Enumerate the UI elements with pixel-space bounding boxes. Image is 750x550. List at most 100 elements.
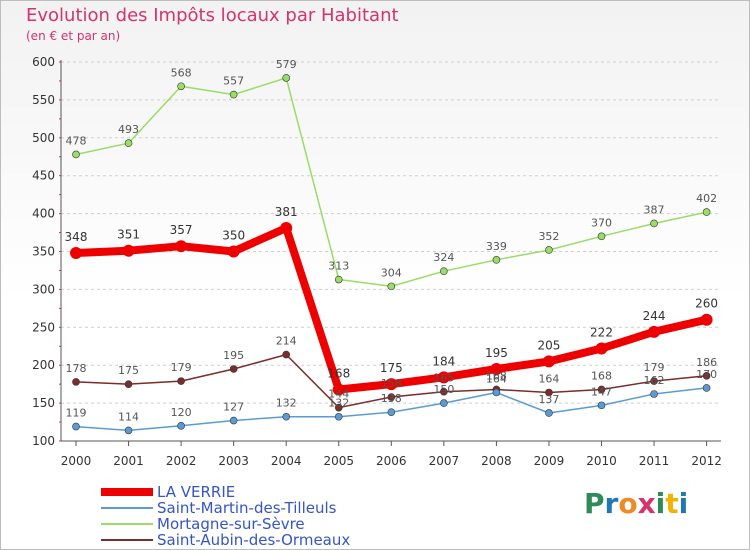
y-tick-label: 100 [32, 434, 55, 448]
data-point [650, 377, 658, 385]
x-tick-label: 2012 [691, 454, 722, 468]
y-tick-label: 500 [32, 131, 55, 145]
data-label: 164 [538, 372, 559, 385]
data-label: 304 [381, 266, 402, 279]
x-tick-label: 2008 [481, 454, 512, 468]
data-point [545, 246, 553, 254]
logo-letter: i [655, 487, 666, 520]
data-label: 478 [66, 134, 87, 147]
data-label: 164 [486, 372, 507, 385]
data-point [702, 384, 711, 392]
data-point [387, 282, 396, 291]
legend: LA VERRIE Saint-Martin-des-Tilleuls Mort… [101, 483, 351, 549]
data-label: 178 [66, 362, 87, 375]
x-tick-label: 2004 [271, 454, 302, 468]
data-point [72, 150, 80, 159]
y-tick-label: 400 [32, 207, 55, 221]
data-point [492, 388, 501, 397]
data-point [440, 267, 448, 276]
data-point [545, 409, 553, 417]
brand-logo: Proxiti [584, 487, 688, 520]
data-point [385, 378, 398, 391]
legend-item-saint-martin-des-tilleuls: Saint-Martin-des-Tilleuls [101, 499, 350, 517]
x-tick-label: 2006 [376, 454, 407, 468]
data-label: 175 [380, 361, 403, 375]
data-point [332, 383, 345, 396]
legend-item-mortagne-sur-sevre: Mortagne-sur-Sèvre [101, 515, 350, 533]
legend-swatch [101, 507, 153, 509]
x-tick-label: 2010 [586, 454, 617, 468]
data-point [229, 365, 238, 373]
data-label: 339 [486, 240, 507, 253]
data-label: 579 [276, 58, 297, 71]
x-tick-label: 2003 [218, 454, 249, 468]
data-point [72, 378, 80, 386]
data-label: 162 [644, 374, 665, 387]
data-label: 175 [118, 364, 139, 377]
data-point [124, 139, 133, 147]
data-point [177, 82, 185, 91]
data-label: 348 [65, 230, 88, 244]
data-point [280, 222, 293, 235]
data-point [387, 393, 396, 401]
data-label: 493 [118, 123, 139, 136]
legend-swatch [101, 488, 153, 496]
data-label: 568 [171, 66, 192, 79]
data-label: 138 [381, 392, 402, 405]
y-tick-label: 250 [32, 320, 55, 334]
logo-letter: t [665, 487, 679, 520]
data-label: 165 [433, 372, 454, 385]
data-label: 244 [643, 309, 666, 323]
x-tick-label: 2000 [61, 454, 92, 468]
data-point [597, 401, 606, 410]
data-point [595, 342, 608, 355]
data-point [282, 412, 291, 421]
x-tick-label: 2007 [429, 454, 460, 468]
data-point [702, 208, 711, 216]
data-point [648, 325, 661, 338]
data-label: 168 [486, 369, 507, 382]
y-tick-label: 550 [32, 93, 55, 107]
data-point [124, 380, 133, 388]
data-label: 144 [328, 388, 349, 401]
data-label: 147 [591, 385, 612, 398]
data-point [437, 371, 450, 384]
data-point [490, 362, 503, 375]
y-tick-label: 350 [32, 245, 55, 259]
y-tick-label: 450 [32, 169, 55, 183]
data-point [542, 355, 555, 368]
data-point [440, 387, 448, 396]
data-label: 402 [696, 192, 717, 205]
data-point [229, 416, 238, 425]
y-tick-label: 600 [32, 55, 55, 69]
data-point [282, 74, 291, 82]
data-point [545, 388, 553, 397]
data-label: 313 [328, 260, 349, 273]
data-point [227, 245, 240, 258]
y-tick-label: 150 [32, 396, 55, 410]
data-label: 214 [276, 335, 297, 348]
data-label: 186 [696, 356, 717, 369]
logo-letter: r [604, 487, 619, 520]
data-label: 137 [538, 393, 559, 406]
data-label: 222 [590, 326, 613, 340]
data-label: 168 [591, 369, 612, 382]
data-point [702, 372, 711, 380]
line-chart: 100 150 200 250 300 350 400 450 500 550 600 2000 200… [32, 55, 722, 468]
legend-label: Saint-Martin-des-Tilleuls [157, 499, 337, 517]
y-tick-label: 300 [32, 282, 55, 296]
data-label: 370 [591, 216, 612, 229]
data-point [72, 422, 80, 431]
x-tick-label: 2002 [166, 454, 197, 468]
data-label: 195 [485, 346, 508, 360]
data-point [700, 313, 713, 326]
legend-label: Mortagne-sur-Sèvre [157, 515, 305, 533]
data-label: 357 [170, 223, 193, 237]
data-label: 114 [118, 410, 139, 423]
data-point [650, 219, 658, 228]
x-tick-label: 2011 [639, 454, 670, 468]
legend-label: Saint-Aubin-des-Ormeaux [157, 531, 351, 549]
y-tick-label: 200 [32, 358, 55, 372]
logo-letter: x [637, 487, 656, 520]
data-point [70, 247, 82, 260]
